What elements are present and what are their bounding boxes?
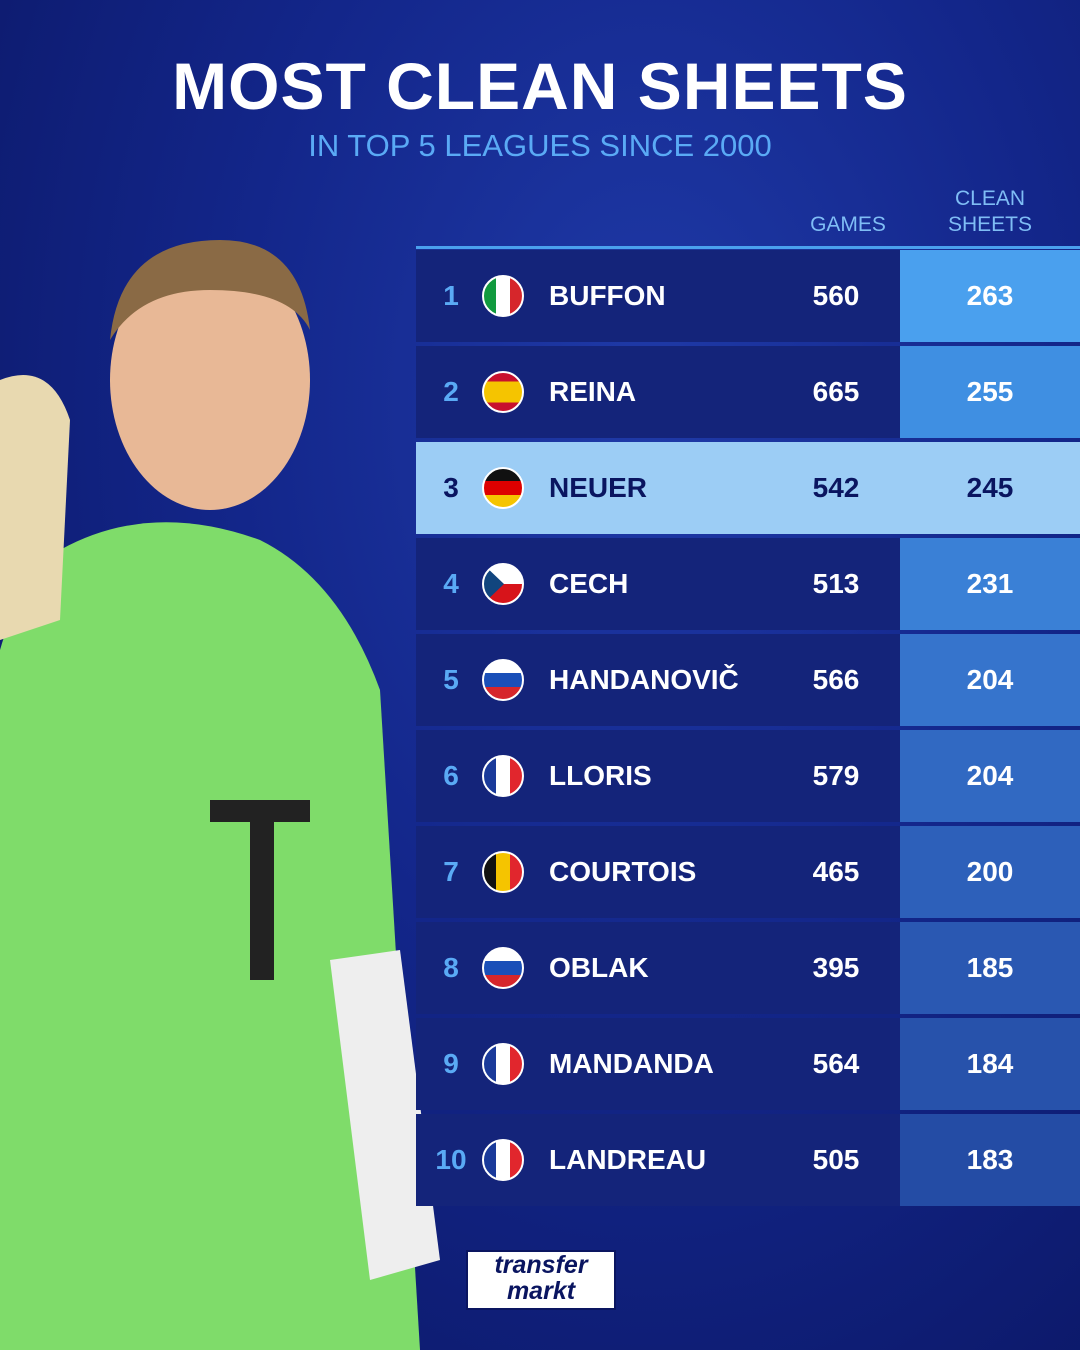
player-name: REINA	[549, 376, 637, 407]
table-row: 3 NEUER 542 245	[416, 442, 1080, 534]
rank: 3	[443, 472, 459, 503]
player-name: COURTOIS	[549, 856, 697, 887]
rank: 10	[435, 1144, 467, 1175]
table-row: 1 BUFFON 560 263	[416, 250, 1080, 342]
flag-icon	[482, 659, 524, 701]
clean-sheets: 185	[966, 952, 1014, 983]
table-row: 2 REINA 665 255	[416, 346, 1080, 438]
games: 513	[812, 568, 860, 599]
clean-sheets-cell	[900, 730, 1080, 822]
rank: 7	[443, 856, 459, 887]
clean-sheets: 204	[966, 664, 1014, 695]
games: 579	[812, 760, 860, 791]
games: 560	[812, 280, 860, 311]
table-row: 7 COURTOIS 465 200	[416, 826, 1080, 918]
table-row: 6 LLORIS 579 204	[416, 730, 1080, 822]
column-header: GAMES	[810, 213, 886, 236]
clean-sheets-cell	[900, 250, 1080, 342]
clean-sheets-cell	[900, 442, 1080, 534]
clean-sheets: 245	[966, 472, 1014, 503]
flag-icon	[482, 755, 524, 797]
clean-sheets-cell	[900, 634, 1080, 726]
flag-icon	[482, 275, 524, 317]
logo-text: transfer	[494, 1251, 588, 1279]
rank: 1	[443, 280, 459, 311]
logo: transfer markt	[466, 1250, 616, 1310]
player-name: HANDANOVIČ	[549, 664, 739, 695]
player-name: CECH	[549, 568, 629, 599]
rank: 8	[443, 952, 459, 983]
table-row: 4 CECH 513 231	[416, 538, 1080, 630]
games: 465	[812, 856, 860, 887]
clean-sheets: 184	[966, 1048, 1014, 1079]
rank: 9	[443, 1048, 459, 1079]
clean-sheets-cell	[900, 1018, 1080, 1110]
rank: 5	[443, 664, 459, 695]
player-name: MANDANDA	[549, 1048, 714, 1079]
games: 505	[812, 1144, 860, 1175]
clean-sheets-cell	[900, 346, 1080, 438]
games: 665	[812, 376, 860, 407]
clean-sheets: 263	[966, 280, 1014, 311]
table-rule	[416, 246, 1080, 249]
games: 395	[812, 952, 860, 983]
rank: 4	[443, 568, 459, 599]
rank: 2	[443, 376, 459, 407]
clean-sheets: 231	[966, 568, 1014, 599]
player-name: LLORIS	[549, 760, 652, 791]
player-photo	[0, 240, 440, 1350]
clean-sheets-cell	[900, 1114, 1080, 1206]
flag-icon	[482, 947, 524, 989]
flag-icon	[482, 1043, 524, 1085]
player-name: BUFFON	[549, 280, 666, 311]
games: 542	[812, 472, 860, 503]
clean-sheets: 204	[966, 760, 1014, 791]
clean-sheets-cell	[900, 538, 1080, 630]
clean-sheets: 255	[966, 376, 1014, 407]
games: 564	[812, 1048, 860, 1079]
clean-sheets: 200	[966, 856, 1014, 887]
subtitle: IN TOP 5 LEAGUES SINCE 2000	[308, 128, 772, 163]
flag-icon	[482, 851, 524, 893]
player-name: NEUER	[549, 472, 648, 503]
rank: 6	[443, 760, 459, 791]
table-row: 5 HANDANOVIČ 566 204	[416, 634, 1080, 726]
logo-text: markt	[506, 1277, 576, 1305]
flag-icon	[482, 563, 524, 605]
flag-icon	[482, 467, 524, 509]
clean-sheets-cell	[900, 826, 1080, 918]
flag-icon	[482, 1139, 524, 1181]
title: MOST CLEAN SHEETS	[172, 49, 908, 123]
flag-icon	[482, 371, 524, 413]
clean-sheets-cell	[900, 922, 1080, 1014]
table-row: 10 LANDREAU 505 183	[416, 1114, 1080, 1206]
column-header: CLEAN SHEETS	[947, 187, 1033, 236]
table-row: 9 MANDANDA 564 184	[416, 1018, 1080, 1110]
player-name: LANDREAU	[549, 1144, 707, 1175]
clean-sheets: 183	[966, 1144, 1014, 1175]
player-name: OBLAK	[549, 952, 649, 983]
games: 566	[812, 664, 860, 695]
table-row: 8 OBLAK 395 185	[416, 922, 1080, 1014]
